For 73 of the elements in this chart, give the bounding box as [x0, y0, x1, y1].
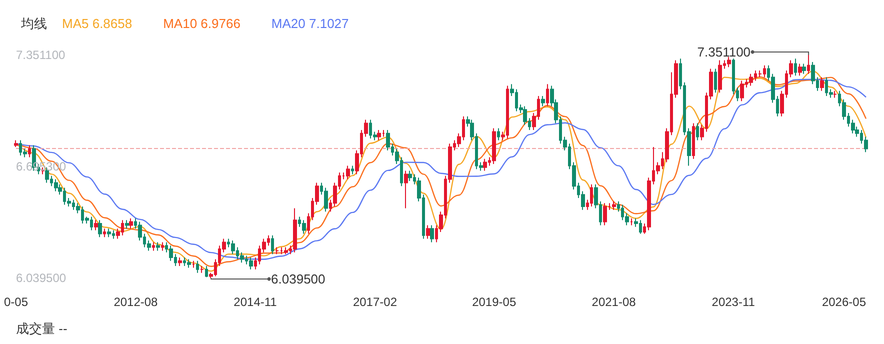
candlestick	[187, 258, 191, 268]
candlestick	[240, 252, 244, 264]
x-tick-label: 2014-11	[234, 295, 278, 309]
y-tick-label: 6.039500	[16, 271, 66, 285]
candlestick	[293, 208, 297, 253]
candlestick	[125, 220, 129, 230]
candlestick	[284, 246, 288, 255]
candlestick	[231, 240, 235, 255]
text: 成交量 --	[16, 321, 68, 336]
candlestick	[196, 260, 199, 274]
candlestick	[200, 266, 204, 274]
candlestick	[178, 257, 182, 267]
candlestick	[205, 266, 208, 278]
candlestick	[408, 170, 412, 182]
candlestick	[546, 84, 549, 107]
candlestick	[714, 68, 717, 94]
candlestick	[483, 158, 487, 172]
candlestick	[302, 220, 306, 234]
annotation: 6.039500	[271, 272, 326, 286]
candlestick	[833, 90, 837, 98]
candlestick	[156, 242, 160, 252]
candlestick	[820, 76, 824, 92]
candlestick	[492, 128, 496, 164]
candlestick	[541, 95, 545, 107]
candlestick	[161, 242, 164, 252]
candlestick	[497, 128, 500, 141]
candlestick	[94, 220, 98, 231]
x-tick-label: 2021-08	[592, 295, 636, 309]
candlestick	[404, 170, 408, 209]
x-tick-label: 0-05	[4, 295, 28, 309]
candlestick	[727, 56, 731, 68]
candlestick	[351, 165, 354, 175]
x-tick-label: 2019-05	[472, 295, 516, 309]
candlestick	[103, 228, 106, 238]
candlestick	[192, 260, 195, 268]
candlestick	[107, 228, 111, 238]
candlestick	[249, 257, 253, 270]
candlestick	[426, 224, 430, 240]
candlestick	[798, 63, 802, 76]
candlestick	[603, 202, 607, 226]
x-tick-label: 2023-11	[712, 295, 756, 309]
candlestick	[346, 165, 350, 180]
candlestick	[271, 234, 274, 255]
candlestick	[612, 200, 616, 210]
text: MA20 7.1027	[271, 16, 349, 31]
x-tick-label: 2012-08	[114, 295, 158, 309]
candlestick	[54, 178, 58, 192]
candlestick	[794, 58, 797, 76]
x-tick-label: 2017-02	[352, 295, 398, 309]
candlestick	[14, 140, 18, 148]
text: MA5 6.8658	[62, 16, 132, 31]
y-tick-label: 7.351100	[16, 48, 66, 62]
candlestick	[98, 220, 102, 238]
text: MA10 6.9766	[163, 16, 240, 31]
legend-title: 均线	[20, 16, 47, 31]
candlestick	[377, 129, 381, 141]
candlestick	[696, 122, 699, 141]
x-tick-label: 2026-05	[822, 295, 866, 309]
candlestick	[630, 218, 633, 226]
candlestick	[590, 184, 593, 208]
candlestick	[28, 144, 31, 158]
candlestick	[802, 63, 806, 74]
candlestick	[692, 122, 695, 160]
candlestick	[129, 218, 133, 230]
annotation: 7.351100	[697, 44, 751, 60]
candlestick	[275, 246, 279, 255]
candlestick	[430, 224, 434, 243]
candlestick	[807, 54, 810, 74]
candlestick	[718, 60, 722, 94]
candlestick	[740, 80, 744, 102]
candlestick	[152, 242, 155, 252]
candlestick	[758, 70, 762, 78]
candlestick	[749, 73, 753, 86]
